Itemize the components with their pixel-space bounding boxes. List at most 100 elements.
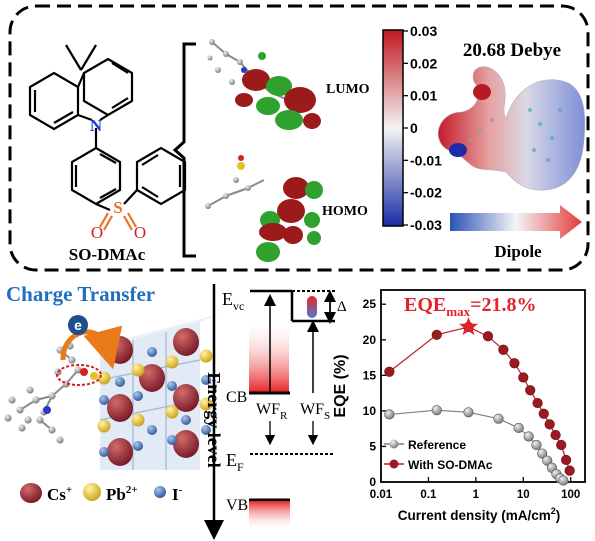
y-tick-label: 20 <box>363 333 377 347</box>
data-point <box>550 429 561 441</box>
x-tick-label: 0.01 <box>370 489 393 501</box>
i-sphere-icon <box>154 486 166 498</box>
i-atom <box>167 435 177 445</box>
data-point <box>513 422 524 434</box>
h-c-atom <box>26 386 34 394</box>
atom-o2-label: O <box>134 223 146 242</box>
molecule-structure <box>28 44 187 212</box>
ef-label: EF <box>226 450 244 474</box>
legend-reference: Reference <box>408 438 466 452</box>
cs-atom <box>139 364 165 392</box>
y-axis-label: EQE (%) <box>332 354 349 417</box>
adsorbed-molecule <box>4 342 98 444</box>
data-point <box>384 366 395 377</box>
delta-label: Δ <box>337 299 347 315</box>
h-c-atom <box>4 414 12 422</box>
data-point <box>558 475 569 486</box>
h-c-atom <box>18 424 26 432</box>
esp-surface <box>437 66 586 191</box>
x-tick-label: 0.1 <box>420 489 437 501</box>
pb-atom <box>131 363 145 377</box>
cs-atom <box>173 328 199 356</box>
legend-cs: Cs+ <box>47 484 72 504</box>
data-point <box>544 419 555 430</box>
pb-atom <box>165 405 179 419</box>
energy-axis-label: Energy level <box>204 372 224 467</box>
evc-label: Evc <box>222 289 244 313</box>
y-tick-label: 5 <box>369 439 376 453</box>
colorbar-tick-label: 0 <box>410 120 418 136</box>
colorbar-tick-label: 0.01 <box>410 88 437 104</box>
pb-sphere-icon <box>83 483 101 501</box>
i-atom <box>133 441 143 451</box>
energy-diagram: Energy level Evc Δ CB WFR WFS EF VB <box>204 284 347 540</box>
i-atom <box>167 381 177 391</box>
y-tick-label: 10 <box>363 404 377 418</box>
vb-label: VB <box>226 497 248 514</box>
data-point <box>384 409 395 420</box>
colorbar-tick-label: -0.01 <box>410 152 442 168</box>
cs-atom <box>173 384 199 412</box>
pb-atom <box>199 397 213 411</box>
x-axis-label: Current density (mA/cm2) <box>398 506 561 523</box>
atom-s-label: S <box>113 198 122 217</box>
data-point <box>463 407 474 418</box>
cs-atom <box>173 430 199 458</box>
data-point <box>532 397 543 409</box>
atom-o1-label: O <box>91 223 103 242</box>
h-c-atom <box>32 396 40 404</box>
atom-n-label: N <box>90 116 103 135</box>
charge-transfer-title: Charge Transfer <box>6 282 155 306</box>
h-c-atom <box>16 406 24 414</box>
molecule-name: SO-DMAc <box>69 245 146 264</box>
legend-i: I- <box>172 484 183 504</box>
wfs-label: WFS <box>300 401 330 422</box>
data-point <box>542 455 553 466</box>
cb-gradient <box>249 318 289 392</box>
data-point <box>525 385 536 396</box>
legend-pb: Pb2+ <box>106 484 138 504</box>
h-c-atom <box>24 416 32 424</box>
data-point <box>531 439 542 451</box>
brace <box>172 42 196 258</box>
data-point <box>498 344 509 355</box>
wfr-label: WFR <box>256 401 288 422</box>
dipole-value: 20.68 Debye <box>463 40 561 61</box>
i-atom <box>147 347 157 357</box>
cb-label: CB <box>226 389 247 406</box>
perovskite-lattice <box>97 314 220 470</box>
y-tick-label: 0 <box>369 475 376 489</box>
h-c-atom <box>68 356 76 364</box>
eqe-max-annotation: EQEmax=21.8% <box>404 294 537 319</box>
sulfonyl-bonds <box>99 212 137 231</box>
esp-colorbar <box>382 29 404 227</box>
i-atom <box>133 391 143 401</box>
eqe-chart: 0.01 0.1 1 10 100 0 5 10 15 20 25 EQE (%) Current … <box>332 289 586 523</box>
i-atom <box>99 395 109 405</box>
electron-symbol: e <box>74 317 82 333</box>
homo-orbital <box>205 155 323 262</box>
colorbar-tick-label: -0.03 <box>410 217 442 233</box>
chart-legend: Reference With SO-DMAc <box>384 438 493 472</box>
lattice-legend: Cs+ Pb2+ I- <box>20 483 183 504</box>
i-atom <box>181 415 191 425</box>
interface-gradient <box>307 296 317 318</box>
h-c-atom <box>74 366 82 374</box>
data-point <box>538 408 549 419</box>
pb-atom <box>199 349 213 363</box>
data-point <box>493 413 504 424</box>
cs-atom <box>107 438 133 466</box>
plot-frame <box>380 289 586 483</box>
data-point <box>564 465 575 476</box>
legend-with-so-dmac: With SO-DMAc <box>408 458 493 472</box>
data-point <box>537 448 548 459</box>
h-c-atom <box>36 416 44 424</box>
pb-atom <box>97 419 111 433</box>
electron-icon <box>68 315 88 335</box>
x-tick-label: 1 <box>473 489 480 501</box>
data-point <box>518 372 529 383</box>
x-tick-label: 10 <box>517 489 530 501</box>
colorbar-ticks: 0.03 0.02 0.01 0 -0.01 -0.02 -0.03 <box>403 23 442 233</box>
dipole-label: Dipole <box>494 242 542 261</box>
top-panel-border <box>8 4 590 272</box>
